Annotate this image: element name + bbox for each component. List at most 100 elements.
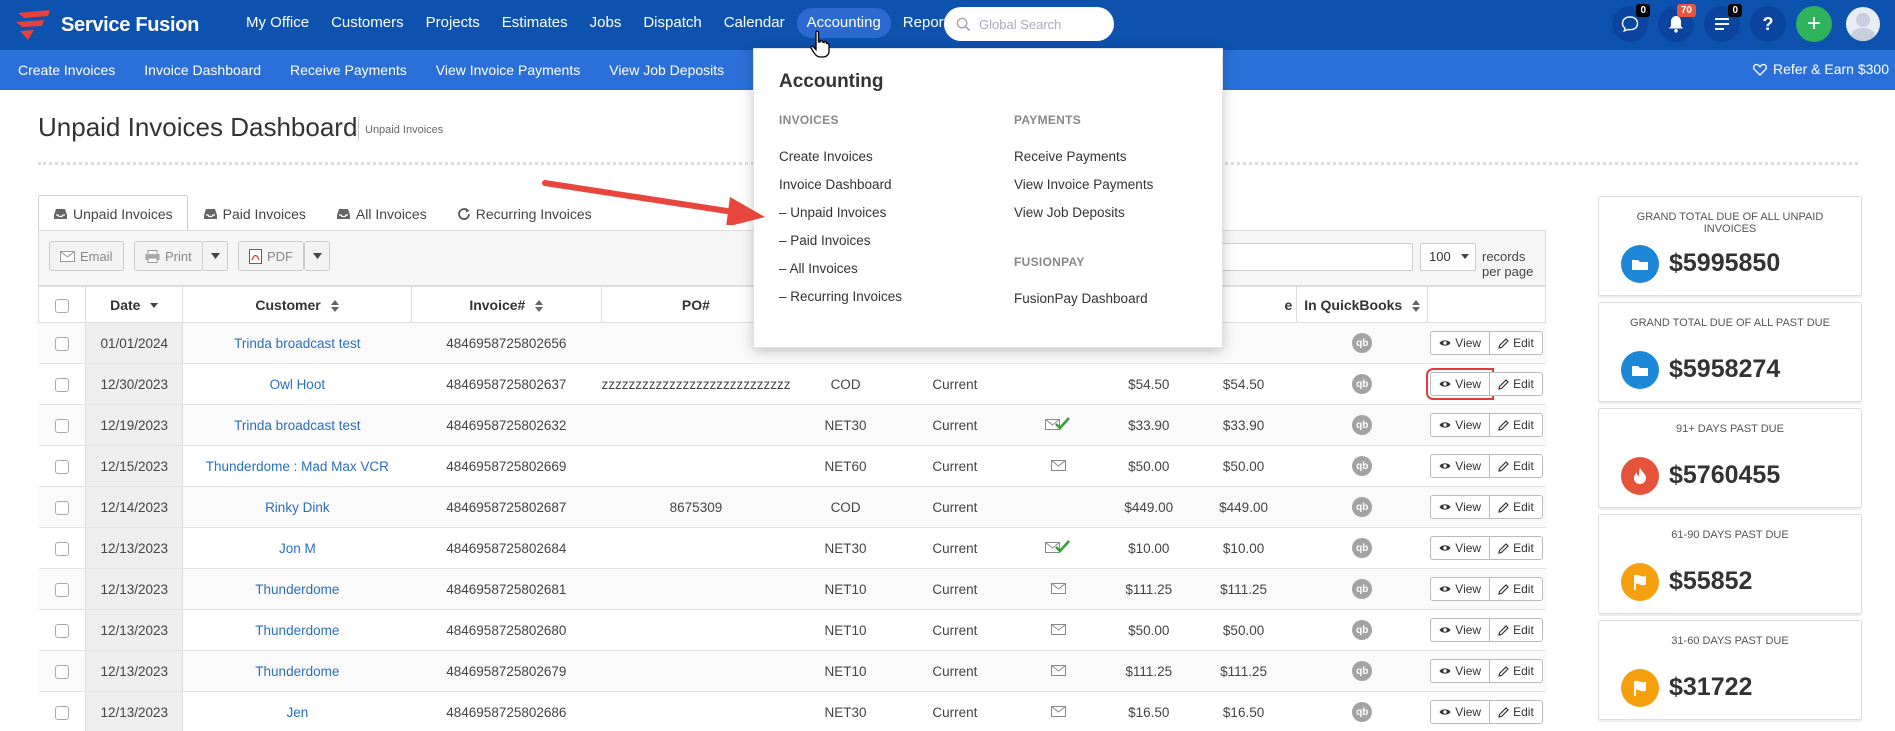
customer-link[interactable]: Rinky Dink — [265, 499, 330, 515]
dropdown-link-receive-payments[interactable]: Receive Payments — [1014, 149, 1127, 164]
help-button[interactable]: ? — [1750, 6, 1786, 42]
records-per-page-select[interactable]: 100 — [1420, 243, 1476, 271]
view-button[interactable]: View — [1430, 413, 1491, 437]
global-search[interactable] — [944, 7, 1114, 41]
customer-header[interactable]: Customer — [182, 286, 412, 323]
view-button[interactable]: View — [1430, 618, 1491, 642]
dropdown-link-recurring-invoices[interactable]: – Recurring Invoices — [779, 289, 903, 304]
dropdown-link-view-invoice-payments[interactable]: View Invoice Payments — [1014, 177, 1154, 192]
customer-link[interactable]: Jon M — [278, 540, 316, 556]
avatar[interactable] — [1846, 7, 1880, 41]
pdf-dropdown-button[interactable] — [304, 241, 330, 271]
pdf-button[interactable]: PDF — [238, 241, 304, 271]
row-checkbox[interactable] — [54, 336, 69, 351]
tasks-button[interactable]: 0 — [1704, 4, 1742, 42]
date-cell: 12/15/2023 — [85, 445, 184, 487]
edit-button[interactable]: Edit — [1490, 372, 1543, 396]
flag-icon — [1634, 680, 1646, 696]
customer-link[interactable]: Thunderdome : Mad Max VCR — [205, 458, 389, 474]
row-select-cell — [38, 609, 87, 651]
subnav-item-create-invoices[interactable]: Create Invoices — [18, 62, 116, 78]
row-checkbox[interactable] — [54, 705, 69, 720]
select-all-checkbox[interactable] — [55, 298, 70, 313]
filter-input[interactable] — [1219, 243, 1413, 271]
nav-item-reports[interactable]: Reports — [902, 13, 956, 31]
edit-button[interactable]: Edit — [1490, 659, 1543, 683]
customer-header-label: Customer — [255, 296, 321, 313]
balance-cell: $111.25 — [1190, 650, 1297, 692]
edit-button[interactable]: Edit — [1490, 331, 1543, 355]
view-button[interactable]: View — [1430, 536, 1491, 560]
print-dropdown-button[interactable] — [202, 241, 228, 271]
table-row: 12/13/2023 Thunderdome 4846958725802680 NET… — [38, 609, 1546, 651]
subnav-item-view-invoice-payments[interactable]: View Invoice Payments — [435, 62, 581, 78]
refer-earn-link[interactable]: Refer & Earn $300 — [1753, 61, 1889, 77]
view-button[interactable]: View — [1430, 454, 1491, 478]
view-button[interactable]: View — [1430, 331, 1491, 355]
view-button[interactable]: View — [1430, 700, 1491, 724]
notifications-button[interactable]: 70 — [1658, 4, 1696, 42]
nav-item-my-office[interactable]: My Office — [246, 13, 310, 31]
row-checkbox[interactable] — [54, 500, 69, 515]
row-checkbox[interactable] — [54, 664, 69, 679]
dropdown-link-invoice-dashboard[interactable]: Invoice Dashboard — [779, 177, 892, 192]
row-actions: View Edit — [1430, 618, 1543, 642]
brand[interactable]: Service Fusion — [14, 10, 199, 40]
quickbooks-cell: qb — [1296, 322, 1428, 364]
customer-link[interactable]: Thunderdome — [255, 622, 340, 638]
nav-item-jobs[interactable]: Jobs — [589, 13, 622, 31]
dropdown-link-paid-invoices[interactable]: – Paid Invoices — [779, 233, 871, 248]
nav-item-accounting[interactable]: Accounting — [796, 7, 891, 38]
customer-link[interactable]: Owl Hoot — [269, 376, 326, 392]
add-button[interactable]: + — [1796, 6, 1832, 42]
edit-button[interactable]: Edit — [1490, 536, 1543, 560]
tab-unpaid-invoices[interactable]: Unpaid Invoices — [38, 195, 188, 231]
row-checkbox[interactable] — [54, 377, 69, 392]
row-checkbox[interactable] — [54, 459, 69, 474]
nav-item-estimates[interactable]: Estimates — [501, 13, 568, 31]
date-header[interactable]: Date — [85, 286, 184, 323]
dropdown-link-view-job-deposits[interactable]: View Job Deposits — [1014, 205, 1125, 220]
nav-item-calendar[interactable]: Calendar — [723, 13, 785, 31]
quickbooks-header[interactable]: In QuickBooks — [1296, 286, 1429, 323]
subnav-item-view-job-deposits[interactable]: View Job Deposits — [609, 62, 725, 78]
edit-button[interactable]: Edit — [1490, 618, 1543, 642]
dropdown-link-unpaid-invoices[interactable]: – Unpaid Invoices — [779, 205, 887, 220]
dropdown-link-create-invoices[interactable]: Create Invoices — [779, 149, 873, 164]
edit-button[interactable]: Edit — [1490, 454, 1543, 478]
row-checkbox[interactable] — [54, 623, 69, 638]
nav-item-dispatch[interactable]: Dispatch — [643, 13, 702, 31]
customer-link[interactable]: Trinda broadcast test — [234, 335, 361, 351]
edit-button[interactable]: Edit — [1490, 413, 1543, 437]
terms-cell: NET10 — [790, 568, 901, 610]
row-checkbox[interactable] — [54, 582, 69, 597]
row-checkbox[interactable] — [54, 541, 69, 556]
view-button[interactable]: View — [1430, 495, 1491, 519]
customer-link[interactable]: Trinda broadcast test — [234, 417, 361, 433]
customer-link[interactable]: Jen — [286, 704, 309, 720]
dropdown-link-fusionpay-dashboard[interactable]: FusionPay Dashboard — [1014, 291, 1148, 306]
nav-item-projects[interactable]: Projects — [425, 13, 480, 31]
dropdown-link-all-invoices[interactable]: – All Invoices — [779, 261, 858, 276]
print-button[interactable]: Print — [134, 241, 203, 271]
view-button[interactable]: View — [1430, 659, 1491, 683]
edit-button[interactable]: Edit — [1490, 495, 1543, 519]
edit-button[interactable]: Edit — [1490, 700, 1543, 724]
edit-button[interactable]: Edit — [1490, 577, 1543, 601]
global-search-input[interactable] — [979, 16, 1099, 32]
nav-item-customers[interactable]: Customers — [331, 13, 404, 31]
view-button[interactable]: View — [1426, 368, 1495, 400]
email-button[interactable]: Email — [49, 241, 124, 271]
invoice-header[interactable]: Invoice# — [410, 286, 602, 323]
total-cell: $16.50 — [1107, 691, 1191, 731]
subnav-item-invoice-dashboard[interactable]: Invoice Dashboard — [144, 62, 262, 78]
customer-link[interactable]: Thunderdome — [255, 581, 340, 597]
row-checkbox[interactable] — [54, 418, 69, 433]
view-button[interactable]: View — [1430, 577, 1491, 601]
chat-button[interactable]: 0 — [1612, 4, 1650, 42]
tab-recurring-invoices[interactable]: Recurring Invoices — [442, 195, 607, 231]
tab-all-invoices[interactable]: All Invoices — [321, 195, 442, 231]
tab-paid-invoices[interactable]: Paid Invoices — [188, 195, 321, 231]
customer-link[interactable]: Thunderdome — [255, 663, 340, 679]
subnav-item-receive-payments[interactable]: Receive Payments — [290, 62, 407, 78]
